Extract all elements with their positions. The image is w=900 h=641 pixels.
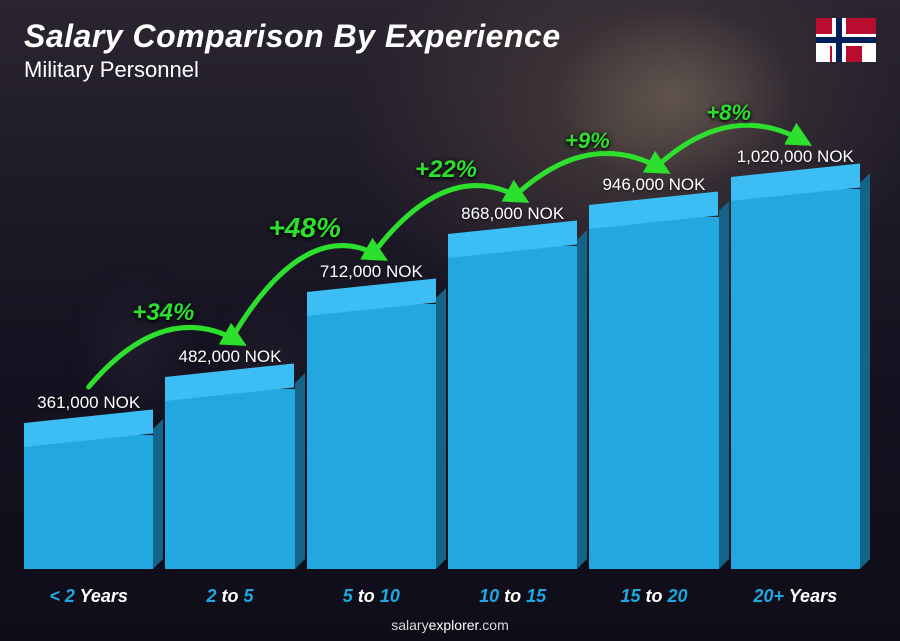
x-axis-label: 15 to 20	[589, 586, 718, 607]
bar-value-label: 482,000 NOK	[178, 347, 281, 367]
bar-value-label: 1,020,000 NOK	[737, 147, 854, 167]
title: Salary Comparison By Experience	[24, 18, 876, 55]
bars-container: 361,000 NOK 482,000 NOK 712,000 NOK 868,000…	[24, 120, 860, 569]
x-axis-label: 10 to 15	[448, 586, 577, 607]
footer-prefix: salary	[391, 617, 428, 633]
increase-pct-label: +22%	[415, 156, 477, 184]
bar-slot: 361,000 NOK	[24, 393, 153, 569]
bar-slot: 482,000 NOK	[165, 347, 294, 569]
bar	[731, 189, 860, 569]
increase-pct-label: +48%	[268, 212, 340, 244]
increase-pct-label: +9%	[565, 128, 610, 154]
header: Salary Comparison By Experience Military…	[24, 18, 876, 83]
footer-brand: explorer	[429, 617, 479, 633]
bar-value-label: 712,000 NOK	[320, 262, 423, 282]
bar-value-label: 361,000 NOK	[37, 393, 140, 413]
bar-value-label: 946,000 NOK	[602, 175, 705, 195]
bar-slot: 1,020,000 NOK	[731, 147, 860, 569]
bar-slot: 712,000 NOK	[307, 262, 436, 569]
x-axis-label: 2 to 5	[165, 586, 294, 607]
bar	[24, 435, 153, 569]
infographic-stage: Salary Comparison By Experience Military…	[0, 0, 900, 641]
x-axis-label: < 2 Years	[24, 586, 153, 607]
bar-slot: 946,000 NOK	[589, 175, 718, 569]
bar	[589, 217, 718, 569]
bar	[307, 304, 436, 569]
footer-suffix: .com	[478, 617, 508, 633]
x-axis-label: 20+ Years	[731, 586, 860, 607]
increase-pct-label: +8%	[706, 100, 751, 126]
bar	[448, 246, 577, 569]
flag-norway-icon	[816, 18, 876, 62]
bar-value-label: 868,000 NOK	[461, 204, 564, 224]
bar-slot: 868,000 NOK	[448, 204, 577, 569]
x-axis-labels: < 2 Years 2 to 5 5 to 10 10 to 15 15 to 20 20…	[24, 586, 860, 607]
footer-attribution: salaryexplorer.com	[0, 617, 900, 633]
bar	[165, 389, 294, 569]
x-axis-label: 5 to 10	[307, 586, 436, 607]
subtitle: Military Personnel	[24, 57, 876, 83]
increase-pct-label: +34%	[132, 299, 194, 327]
bar-chart: 361,000 NOK 482,000 NOK 712,000 NOK 868,000…	[24, 120, 860, 569]
